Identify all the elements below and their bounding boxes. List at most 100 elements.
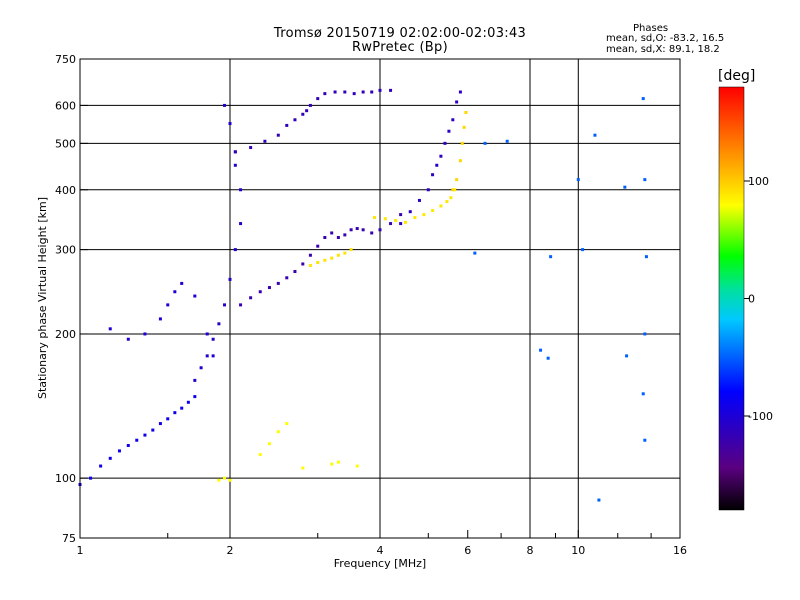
data-point — [399, 222, 403, 226]
data-point — [343, 251, 347, 255]
data-point — [408, 210, 412, 214]
data-point — [249, 296, 253, 300]
data-point — [455, 100, 459, 104]
data-point — [643, 332, 647, 336]
data-point — [378, 228, 382, 232]
data-point — [336, 253, 340, 257]
data-point — [643, 438, 647, 442]
x-tick-label: 4 — [377, 544, 384, 557]
data-point — [205, 332, 209, 336]
y-tick-label: 500 — [55, 137, 76, 150]
data-point — [439, 204, 443, 208]
data-point — [186, 400, 190, 404]
data-point — [625, 354, 629, 358]
data-point — [505, 139, 509, 143]
data-point — [394, 219, 398, 223]
data-point — [301, 262, 305, 266]
data-point — [593, 133, 597, 137]
data-point — [641, 392, 645, 396]
chart-subtitle: RwPretec (Bp) — [352, 40, 448, 55]
data-point — [576, 178, 580, 182]
data-point — [422, 213, 426, 217]
data-point — [301, 112, 305, 116]
colorbar — [718, 86, 745, 511]
data-point — [464, 110, 468, 114]
data-point — [458, 90, 462, 94]
data-point — [343, 233, 347, 237]
data-point — [308, 103, 312, 107]
data-point — [143, 332, 147, 336]
data-point — [99, 464, 103, 468]
data-point — [228, 478, 232, 482]
data-point — [108, 327, 112, 331]
data-point — [308, 253, 312, 257]
y-tick-label: 600 — [55, 99, 76, 112]
x-tick-label: 2 — [227, 544, 234, 557]
data-point — [389, 88, 393, 92]
grid — [80, 59, 680, 538]
data-point — [581, 248, 585, 252]
phases-x-stats: mean, sd,X: 89.1, 18.2 — [606, 44, 720, 55]
data-point — [239, 222, 243, 226]
data-point — [239, 303, 243, 307]
data-point — [352, 92, 356, 96]
data-point — [143, 433, 147, 437]
chart-title: Tromsø 20150719 02:02:00-02:03:43 — [273, 26, 527, 41]
data-point — [285, 123, 289, 127]
data-point — [166, 303, 170, 307]
data-point — [276, 133, 280, 137]
data-point — [305, 109, 309, 113]
colorbar-label: [deg] — [718, 68, 756, 84]
data-point — [426, 188, 430, 192]
data-point — [173, 411, 177, 415]
phases-o-stats: mean, sd,O: -83.2, 16.5 — [606, 33, 725, 44]
data-point — [361, 90, 365, 94]
data-point — [158, 317, 162, 321]
data-point — [316, 97, 320, 101]
x-tick-label: 1 — [77, 544, 84, 557]
y-tick-label: 100 — [55, 472, 76, 485]
data-point — [336, 235, 340, 239]
y-tick-label: 400 — [55, 184, 76, 197]
data-point — [228, 277, 232, 281]
data-point — [217, 478, 221, 482]
data-point — [180, 406, 184, 410]
data-point — [117, 449, 121, 453]
data-point — [233, 150, 237, 154]
data-point — [173, 290, 177, 294]
data-point — [431, 209, 435, 213]
data-point — [276, 430, 280, 434]
data-point — [644, 255, 648, 259]
x-tick-label: 8 — [527, 544, 534, 557]
data-point — [378, 88, 382, 92]
data-point — [276, 281, 280, 285]
data-point — [445, 200, 449, 204]
x-tick-label: 6 — [464, 544, 471, 557]
data-point — [361, 228, 365, 232]
data-point — [330, 256, 334, 260]
data-point — [449, 196, 453, 200]
data-point — [193, 395, 197, 399]
data-point — [546, 356, 550, 360]
data-point — [431, 173, 435, 177]
data-point — [473, 251, 477, 255]
data-point — [389, 222, 393, 226]
data-point — [301, 466, 305, 470]
axes: 1 2 4 6 8 10 16 75 100 200 300 400 500 600 750 — [55, 53, 687, 557]
data-point — [417, 198, 421, 202]
data-point — [211, 337, 215, 341]
data-point — [293, 118, 297, 122]
data-point — [223, 476, 227, 480]
data-point — [285, 276, 289, 280]
data-point — [451, 188, 455, 192]
data-point — [343, 90, 347, 94]
y-tick-label: 750 — [55, 53, 76, 66]
colorbar-tick-label: 100 — [748, 175, 769, 188]
y-axis-label: Stationary phase Virtual Height [km] — [36, 197, 49, 399]
data-point — [285, 422, 289, 426]
data-point — [193, 378, 197, 382]
data-point — [258, 290, 262, 294]
data-point — [193, 294, 197, 298]
data-point — [223, 103, 227, 107]
data-point — [233, 248, 237, 252]
